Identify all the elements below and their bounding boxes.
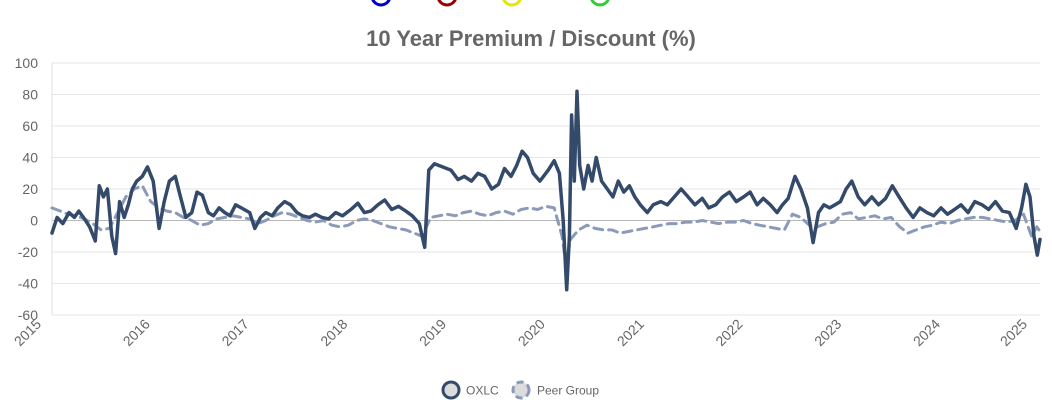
legend-item-oxlc[interactable]: OXLC bbox=[441, 380, 499, 400]
y-tick-label: 20 bbox=[22, 181, 38, 197]
top-marker-2[interactable] bbox=[502, 0, 522, 7]
x-tick-label: 2023 bbox=[811, 316, 844, 349]
x-tick-label: 2020 bbox=[515, 316, 548, 349]
y-tick-label: -60 bbox=[18, 307, 38, 323]
legend-swatch-oxlc bbox=[441, 380, 461, 400]
top-marker-3[interactable] bbox=[590, 0, 610, 7]
y-tick-label: 100 bbox=[15, 55, 39, 71]
series-line-oxlc[interactable] bbox=[50, 89, 1042, 292]
legend-item-peer-group[interactable]: Peer Group bbox=[511, 380, 599, 400]
top-marker-1[interactable] bbox=[437, 0, 457, 7]
top-markers bbox=[371, 0, 610, 7]
y-tick-label: -40 bbox=[18, 276, 38, 292]
legend-label-oxlc: OXLC bbox=[466, 384, 499, 398]
top-marker-0[interactable] bbox=[371, 0, 391, 7]
x-tick-label: 2021 bbox=[614, 316, 647, 349]
chart-title: 10 Year Premium / Discount (%) bbox=[366, 26, 696, 51]
y-axis: 100 80 60 40 20 0 -20 -40 -60 bbox=[15, 55, 39, 323]
grid-lines bbox=[51, 62, 1040, 316]
y-tick-label: 80 bbox=[22, 87, 38, 103]
x-tick-label: 2019 bbox=[416, 316, 449, 349]
x-tick-label: 2016 bbox=[119, 316, 152, 349]
y-tick-label: 60 bbox=[22, 118, 38, 134]
x-tick-label: 2022 bbox=[712, 316, 745, 349]
y-tick-label: -20 bbox=[18, 244, 38, 260]
legend-label-peer-group: Peer Group bbox=[537, 384, 599, 398]
series-lines bbox=[50, 89, 1042, 292]
x-tick-label: 2018 bbox=[317, 316, 350, 349]
x-tick-label: 2024 bbox=[910, 316, 943, 349]
x-tick-label: 2017 bbox=[218, 316, 251, 349]
y-tick-label: 0 bbox=[30, 213, 38, 229]
series-line-peer-group[interactable] bbox=[50, 184, 1042, 267]
x-axis: 2015 2016 2017 2018 2019 2020 2021 2022 2023 2024… bbox=[11, 316, 1030, 349]
x-tick-label: 2015 bbox=[11, 316, 44, 349]
legend-swatch-peer-group bbox=[511, 380, 531, 400]
legend: OXLC Peer Group bbox=[441, 380, 599, 400]
x-tick-label: 2025 bbox=[997, 316, 1030, 349]
y-tick-label: 40 bbox=[22, 150, 38, 166]
